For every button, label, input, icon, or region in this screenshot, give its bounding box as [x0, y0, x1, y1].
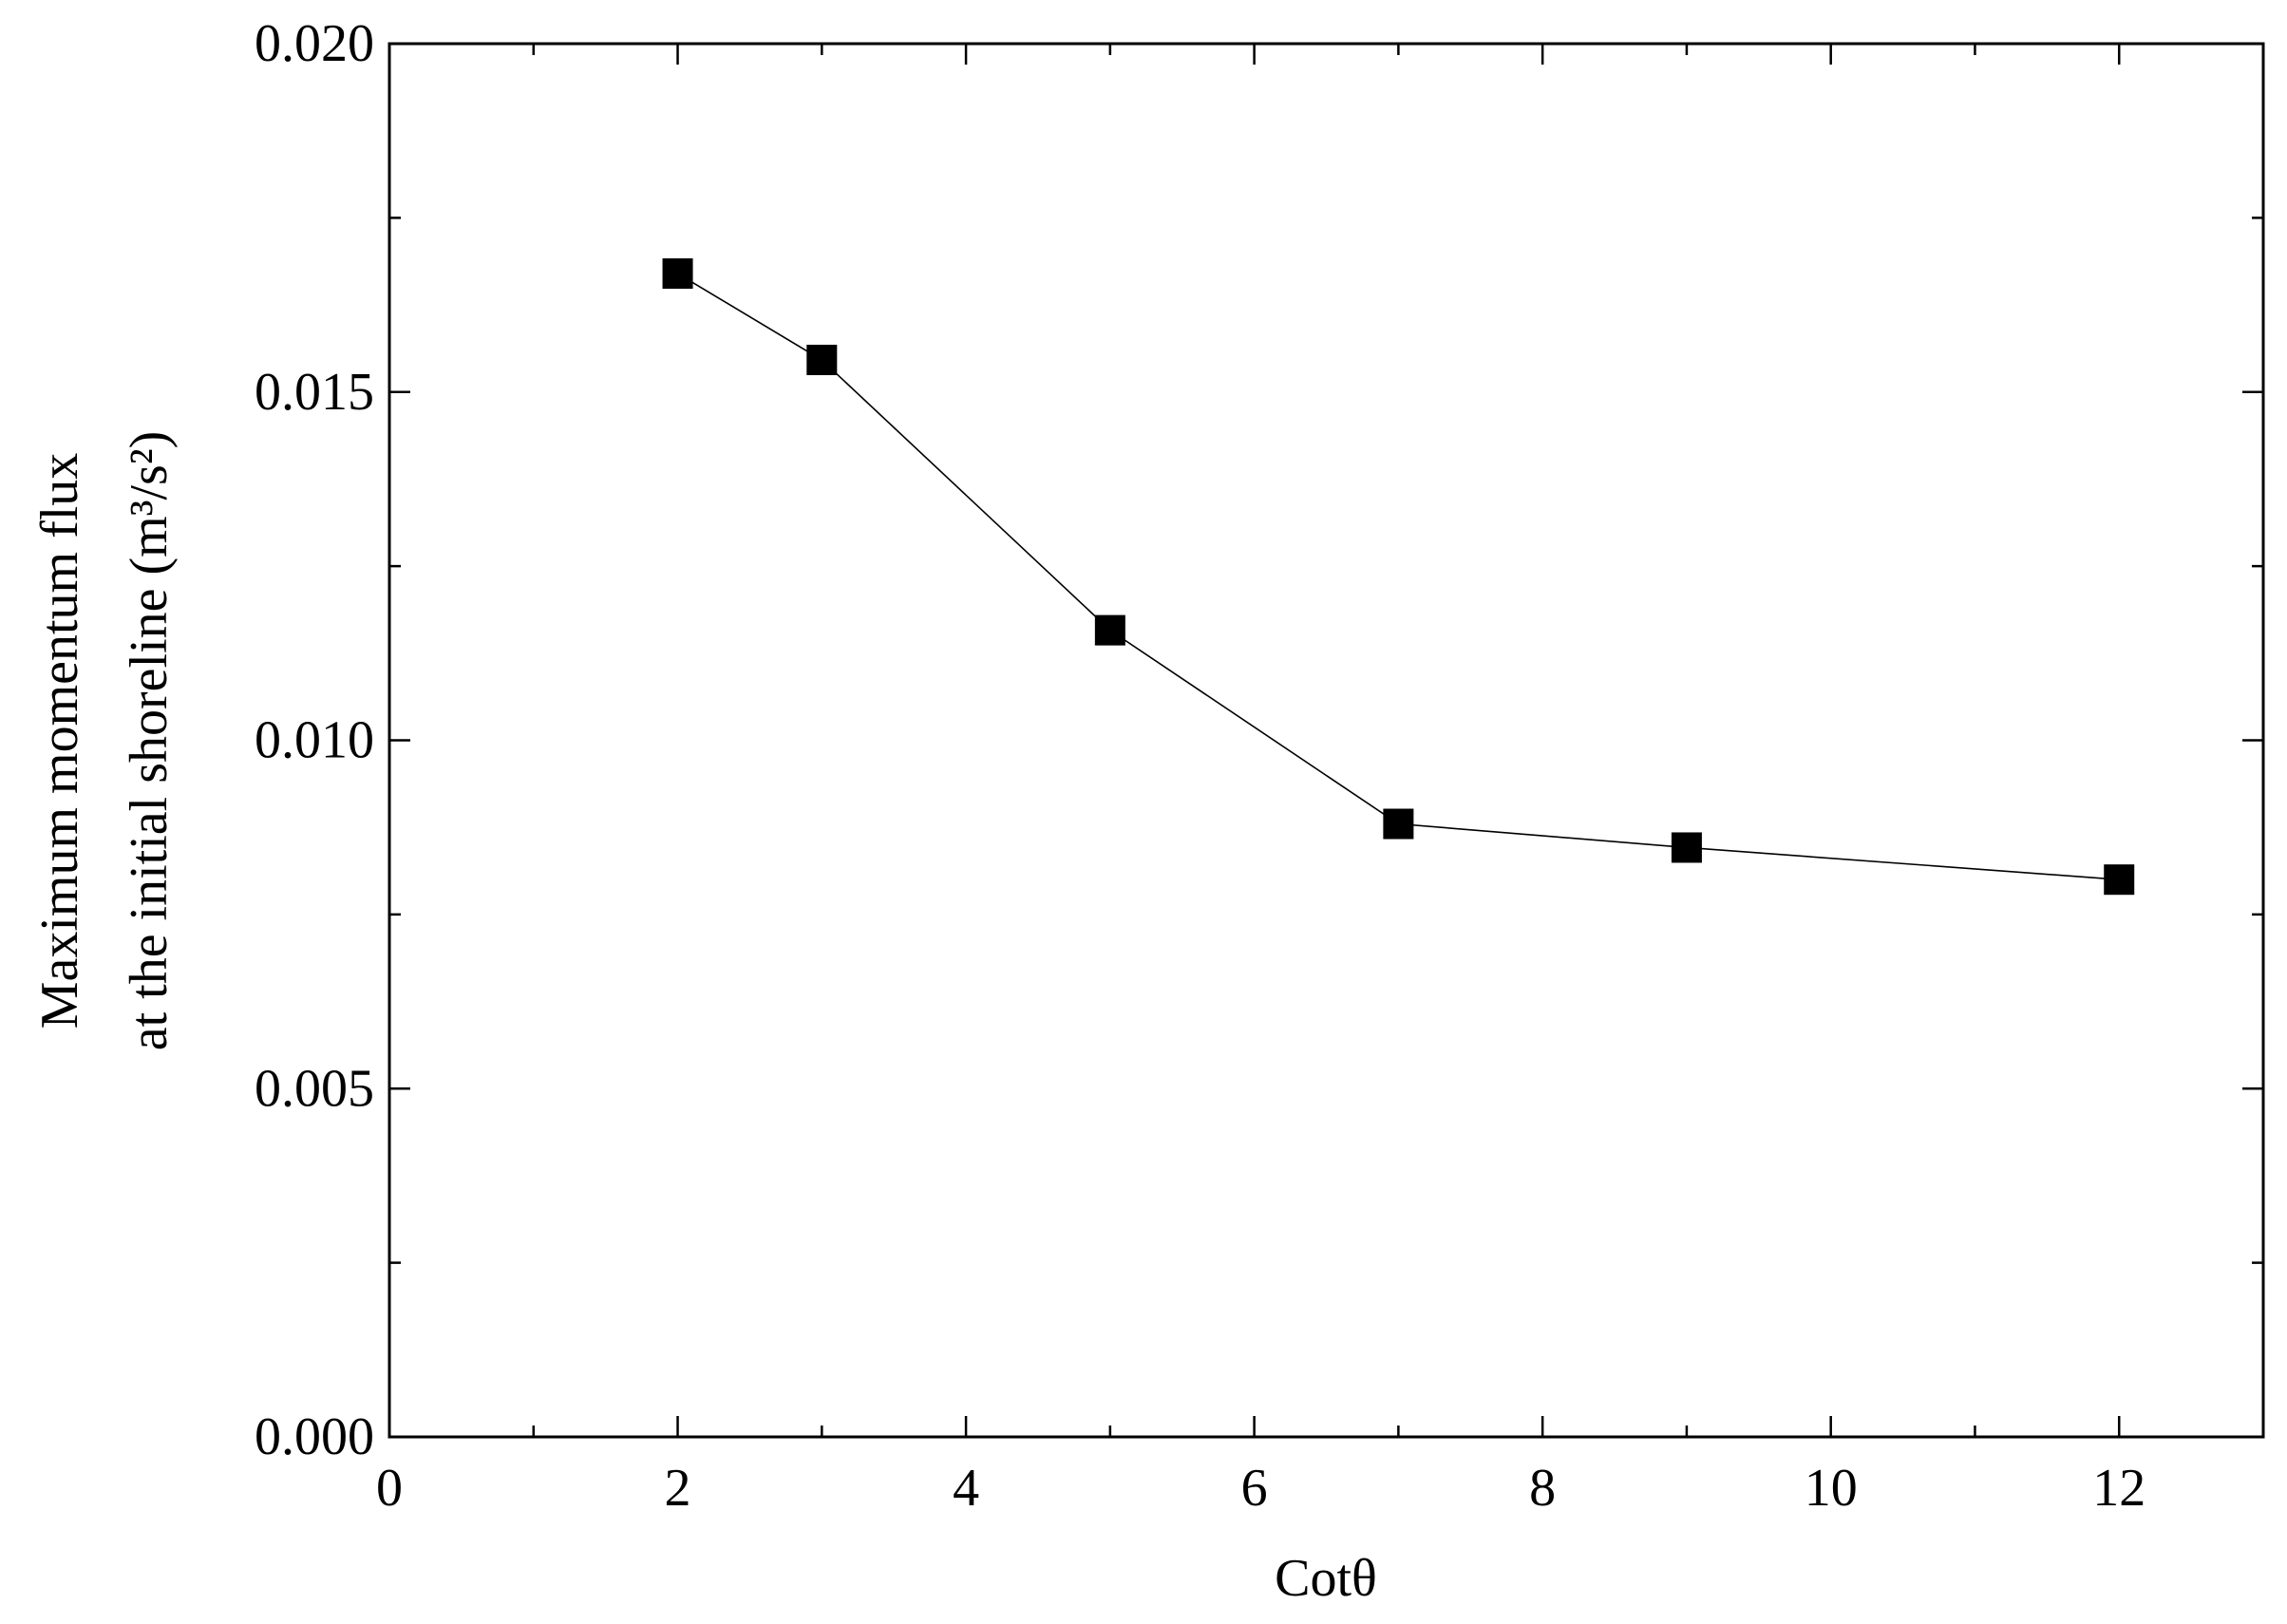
x-tick-label: 10	[1805, 1459, 1858, 1518]
x-tick-label: 6	[1241, 1459, 1268, 1518]
marker	[1671, 832, 1702, 863]
marker	[662, 258, 693, 290]
x-tick-label: 8	[1529, 1459, 1556, 1518]
y-axis-label: at the initial shoreline (m³/s²)	[120, 431, 179, 1051]
y-tick-label: 0.010	[255, 711, 374, 770]
x-axis-label: Cotθ	[1275, 1549, 1377, 1608]
x-tick-label: 0	[376, 1459, 403, 1518]
marker	[2104, 864, 2135, 896]
plot-frame	[387, 42, 2265, 1439]
x-tick-label: 12	[2092, 1459, 2145, 1518]
x-tick-label: 2	[665, 1459, 691, 1518]
series-line	[677, 273, 2120, 880]
y-tick-label: 0.000	[255, 1407, 374, 1466]
y-tick-label: 0.020	[255, 14, 374, 73]
x-tick-label: 4	[953, 1459, 979, 1518]
y-tick-label: 0.015	[255, 363, 374, 422]
marker	[806, 345, 838, 376]
marker	[1383, 808, 1414, 840]
y-axis-label: Maximum momentum flux	[30, 453, 89, 1029]
y-tick-label: 0.005	[255, 1059, 374, 1118]
marker	[1094, 614, 1125, 646]
